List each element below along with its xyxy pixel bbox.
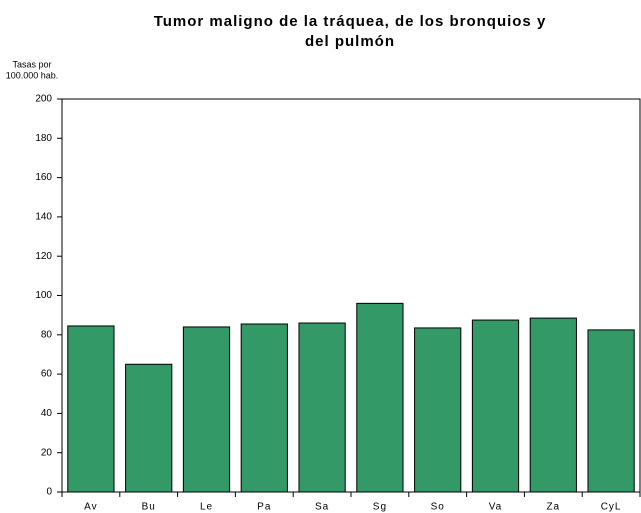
x-tick-label: Le bbox=[200, 502, 213, 513]
bar bbox=[125, 363, 173, 493]
y-tick-label: 180 bbox=[35, 133, 52, 144]
chart-title: Tumor maligno de la tráquea, de los bron… bbox=[154, 13, 547, 30]
bar bbox=[67, 325, 115, 493]
x-tick-label: Sa bbox=[315, 502, 329, 513]
bar bbox=[414, 327, 462, 493]
bar bbox=[529, 317, 577, 493]
x-tick-label: Pa bbox=[257, 502, 271, 513]
y-tick-label: 160 bbox=[35, 172, 52, 183]
bar bbox=[182, 326, 231, 493]
y-tick-label: 200 bbox=[35, 94, 52, 105]
x-tick-label: Za bbox=[546, 502, 560, 513]
bar bbox=[587, 329, 635, 493]
y-tick-label: 40 bbox=[41, 408, 53, 419]
y-tick-label: 60 bbox=[41, 369, 53, 380]
y-axis-label: Tasas por bbox=[12, 59, 51, 69]
y-tick-label: 0 bbox=[46, 487, 52, 498]
bar bbox=[240, 323, 288, 493]
x-tick-label: Av bbox=[84, 502, 98, 513]
x-tick-label: So bbox=[431, 502, 445, 513]
y-tick-label: 140 bbox=[35, 212, 52, 223]
x-tick-label: Sg bbox=[373, 502, 387, 513]
y-tick-label: 80 bbox=[41, 329, 53, 340]
bar bbox=[356, 302, 404, 493]
y-tick-label: 20 bbox=[41, 447, 53, 458]
y-axis-label: 100.000 hab. bbox=[6, 70, 59, 80]
bar bbox=[471, 319, 520, 493]
y-tick-label: 100 bbox=[35, 290, 52, 301]
chart-title: del pulmón bbox=[305, 33, 395, 50]
bar bbox=[298, 322, 346, 493]
x-tick-label: Bu bbox=[142, 502, 156, 513]
x-tick-label: Va bbox=[489, 502, 503, 513]
x-tick-label: CyL bbox=[601, 502, 622, 513]
y-tick-label: 120 bbox=[35, 251, 52, 262]
